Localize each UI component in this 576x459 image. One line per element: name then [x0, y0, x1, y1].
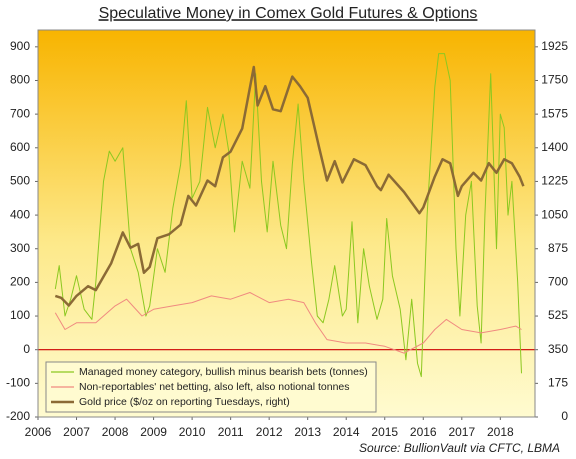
- x-tick-label: 2010: [179, 425, 206, 439]
- series-line: [54, 292, 522, 354]
- y-tick-label: 500: [10, 174, 30, 188]
- x-tick-label: 2015: [371, 425, 398, 439]
- x-tick-label: 2006: [25, 425, 52, 439]
- y-tick-label: 400: [10, 207, 30, 221]
- legend-label: Gold price ($/oz on reporting Tuesdays, …: [79, 396, 290, 408]
- x-tick-label: 2009: [140, 425, 167, 439]
- y2-tick-label: 1575: [541, 106, 568, 120]
- legend-label: Managed money category, bullish minus be…: [79, 366, 368, 378]
- y-tick-label: 100: [10, 308, 30, 322]
- y2-tick-label: 1050: [541, 207, 568, 221]
- x-tick-label: 2007: [63, 425, 90, 439]
- x-tick-label: 2017: [448, 425, 475, 439]
- y-tick-label: 200: [10, 275, 30, 289]
- y2-tick-label: 350: [548, 342, 568, 356]
- y2-tick-label: 700: [548, 275, 568, 289]
- y2-tick-label: 1750: [541, 73, 568, 87]
- legend-label: Non-reportables' net betting, also left,…: [79, 381, 350, 393]
- legend: Managed money category, bullish minus be…: [45, 361, 377, 413]
- plot-frame: [37, 29, 536, 418]
- series-line: [54, 65, 525, 307]
- y-tick-label: 700: [10, 106, 30, 120]
- y-tick-label: -200: [6, 409, 30, 423]
- y2-tick-label: 875: [548, 241, 568, 255]
- x-tick-label: 2014: [333, 425, 360, 439]
- y-tick-label: 800: [10, 73, 30, 87]
- chart-title: Speculative Money in Comex Gold Futures …: [99, 5, 478, 22]
- legend-box: [45, 361, 377, 413]
- y-tick-label: 0: [23, 342, 30, 356]
- x-tick-label: 2012: [256, 425, 283, 439]
- x-tick-label: 2013: [294, 425, 321, 439]
- y-tick-label: 600: [10, 140, 30, 154]
- x-tick-label: 2011: [218, 425, 244, 439]
- y-tick-label: 900: [10, 39, 30, 53]
- source: Source: BullionVault via CFTC, LBMA: [359, 441, 560, 455]
- y-tick-label: 300: [10, 241, 30, 255]
- series-line: [54, 53, 522, 378]
- y2-tick-label: 1400: [541, 140, 568, 154]
- y2-tick-label: 1225: [541, 174, 568, 188]
- y2-tick-label: 0: [561, 409, 568, 423]
- y-tick-label: -100: [6, 376, 30, 390]
- x-tick-label: 2018: [487, 425, 514, 439]
- y2-tick-label: 525: [548, 308, 568, 322]
- x-tick-label: 2008: [102, 425, 129, 439]
- plot-area: [38, 30, 535, 417]
- y2-tick-label: 1925: [541, 39, 568, 53]
- y2-tick-label: 175: [548, 376, 568, 390]
- x-tick-label: 2016: [410, 425, 437, 439]
